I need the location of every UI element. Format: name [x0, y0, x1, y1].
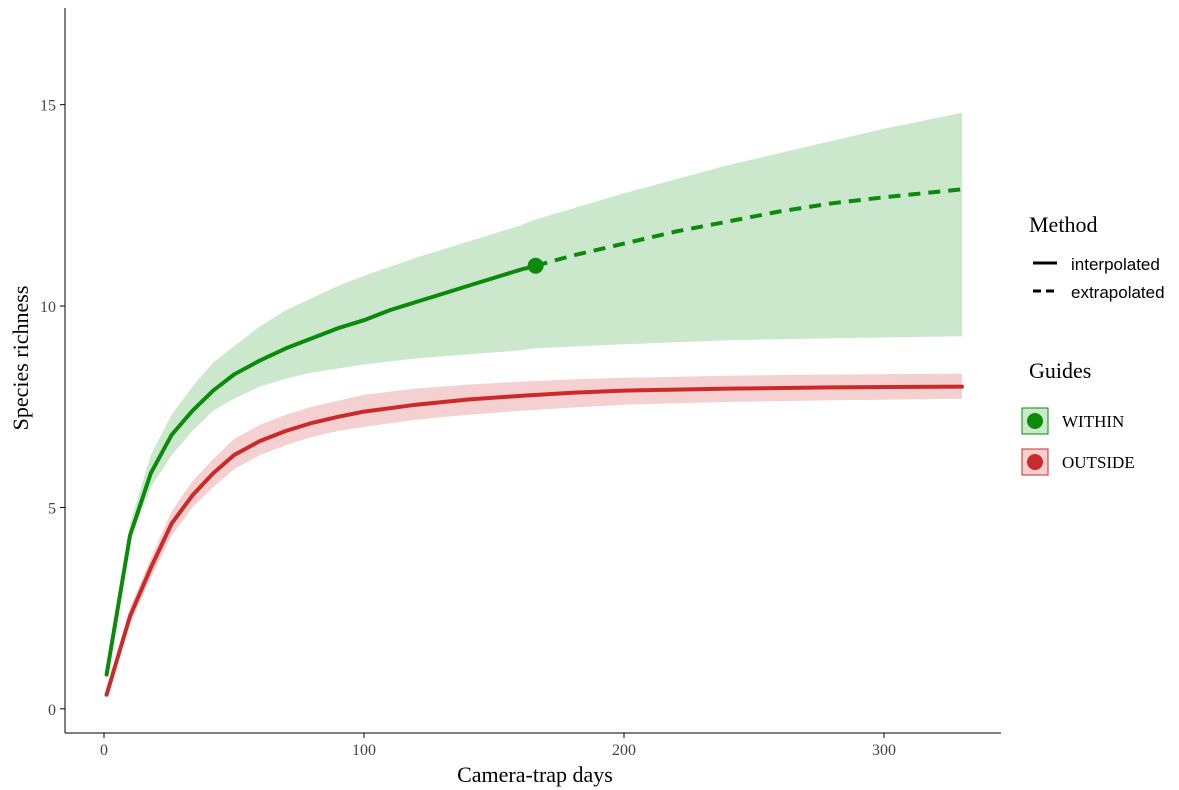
- y-ticks: 0 5 10 15: [40, 98, 65, 719]
- series-lines: [104, 187, 964, 697]
- legend-outside-label: OUTSIDE: [1062, 453, 1135, 472]
- x-ticks: 0 100 200 300: [100, 733, 896, 759]
- legend-extrapolated-label: extrapolated: [1071, 283, 1165, 302]
- y-tick-label: 10: [40, 299, 56, 316]
- legend-method-title: Method: [1029, 212, 1097, 237]
- within-interpolated-line: [104, 263, 538, 677]
- y-tick-label: 5: [48, 500, 56, 517]
- legend-within-label: WITHIN: [1062, 412, 1124, 431]
- legend-within-key-point: [1027, 413, 1043, 429]
- ci-bands: [106, 44, 963, 695]
- within-ci-band: [106, 44, 963, 675]
- x-tick-label: 100: [352, 742, 376, 759]
- legend-guides-title: Guides: [1029, 358, 1091, 383]
- legend-guides: Guides WITHIN OUTSIDE: [1021, 358, 1135, 476]
- x-tick-label: 300: [872, 742, 896, 759]
- x-axis-title: Camera-trap days: [457, 762, 613, 787]
- legend-outside-key-point: [1027, 454, 1043, 470]
- y-tick-label: 0: [48, 702, 56, 719]
- outside-interpolated-line: [104, 384, 964, 697]
- legend-interpolated-label: interpolated: [1071, 255, 1160, 274]
- x-tick-label: 0: [100, 742, 108, 759]
- x-tick-label: 200: [612, 742, 636, 759]
- axes: 0 100 200 300 0 5 10 15: [40, 8, 1001, 759]
- y-axis-title: Species richness: [8, 286, 33, 431]
- legend-method: Method interpolated extrapolated: [1029, 212, 1165, 302]
- within-observed-point: [527, 257, 544, 274]
- outside-ci-band: [106, 373, 963, 695]
- y-tick-label: 15: [40, 98, 56, 115]
